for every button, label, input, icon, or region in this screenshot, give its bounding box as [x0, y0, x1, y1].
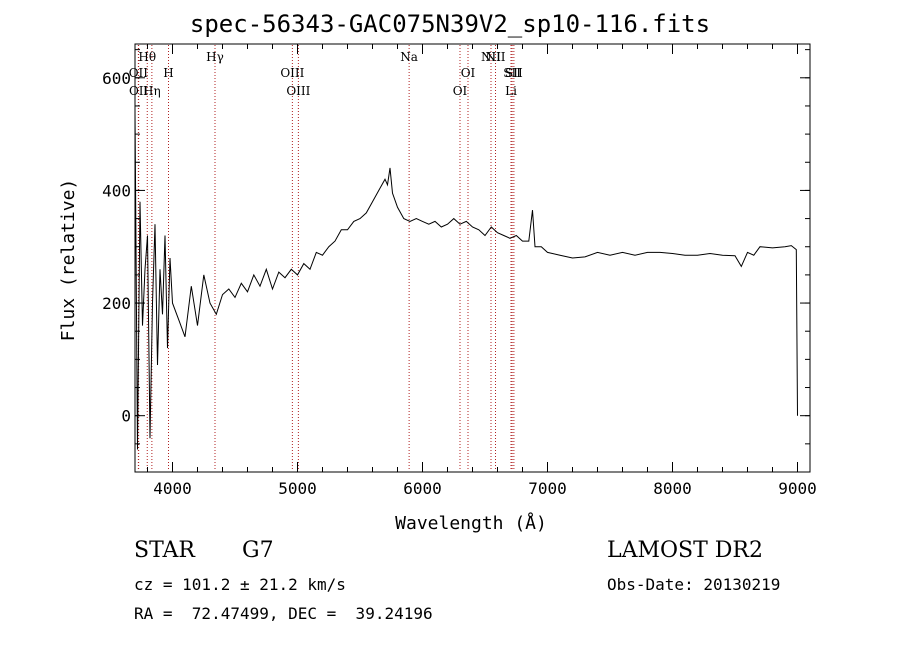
line-marker-label: OI: [453, 84, 468, 98]
line-marker-label: NII: [486, 50, 506, 64]
line-marker-label: SII: [505, 66, 523, 80]
y-tick-label: 200: [102, 294, 131, 313]
y-axis-label: Flux (relative): [58, 179, 79, 342]
line-marker-label: H: [163, 66, 173, 80]
line-marker-label: Na: [400, 50, 418, 64]
chart-title: spec-56343-GAC075N39V2_sp10-116.fits: [189, 10, 711, 38]
survey-name: LAMOST DR2: [607, 538, 763, 563]
line-marker-label: NII: [481, 50, 501, 64]
line-marker-label: OIII: [286, 84, 310, 98]
x-tick-label: 7000: [528, 479, 567, 498]
x-tick-label: 4000: [153, 479, 192, 498]
x-tick-label: 6000: [403, 479, 442, 498]
line-marker-label: OIII: [280, 66, 304, 80]
y-tick-label: 400: [102, 181, 131, 200]
subclass: G7: [242, 538, 274, 563]
plot-frame: [134, 43, 811, 473]
line-marker-label: OII: [129, 66, 149, 80]
line-marker-label: Hγ: [206, 50, 224, 64]
x-axis-label: Wavelength (Å): [395, 512, 547, 534]
x-tick-label: 5000: [278, 479, 317, 498]
line-marker-label: Hη: [143, 84, 161, 98]
line-marker-label: Hθ: [138, 50, 156, 64]
x-tick-label: 8000: [653, 479, 692, 498]
object-type: STAR: [134, 538, 195, 563]
y-axis-ticks: 0 200 400 600: [102, 49, 810, 473]
spectrum-line: [134, 111, 798, 450]
redshift-text: cz = 101.2 ± 21.2 km/s: [134, 575, 346, 594]
line-marker-label: OI: [461, 66, 476, 80]
x-axis-ticks: 4000 5000 6000 7000 8000 9000: [147, 44, 817, 498]
line-markers: [137, 45, 515, 471]
line-marker-labels: HθHηOIIOIIHHγOIIIOIIINaOIOINIINIISIILiSI…: [129, 50, 523, 98]
y-tick-label: 0: [121, 407, 131, 426]
line-marker-label: Li: [505, 84, 517, 98]
coords-text: RA = 72.47499, DEC = 39.24196: [134, 604, 433, 623]
line-marker-label: SII: [503, 66, 521, 80]
x-tick-label: 9000: [778, 479, 817, 498]
line-marker-label: OII: [129, 84, 149, 98]
obs-date-text: Obs-Date: 20130219: [607, 575, 781, 594]
y-tick-label: 600: [102, 69, 131, 88]
